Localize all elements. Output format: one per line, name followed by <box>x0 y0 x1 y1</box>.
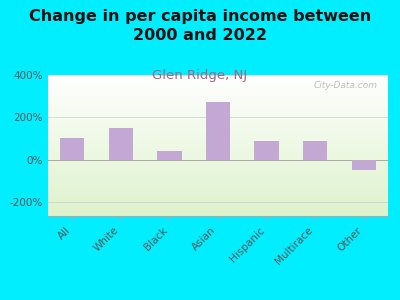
Bar <box>109 128 133 160</box>
Bar <box>254 140 279 160</box>
Bar <box>157 151 182 160</box>
Text: Glen Ridge, NJ: Glen Ridge, NJ <box>152 69 248 82</box>
Text: City-Data.com: City-Data.com <box>314 81 378 90</box>
Bar <box>60 138 84 160</box>
Bar <box>206 103 230 160</box>
Text: Change in per capita income between
2000 and 2022: Change in per capita income between 2000… <box>29 9 371 43</box>
Bar <box>352 160 376 170</box>
Bar <box>303 140 327 160</box>
